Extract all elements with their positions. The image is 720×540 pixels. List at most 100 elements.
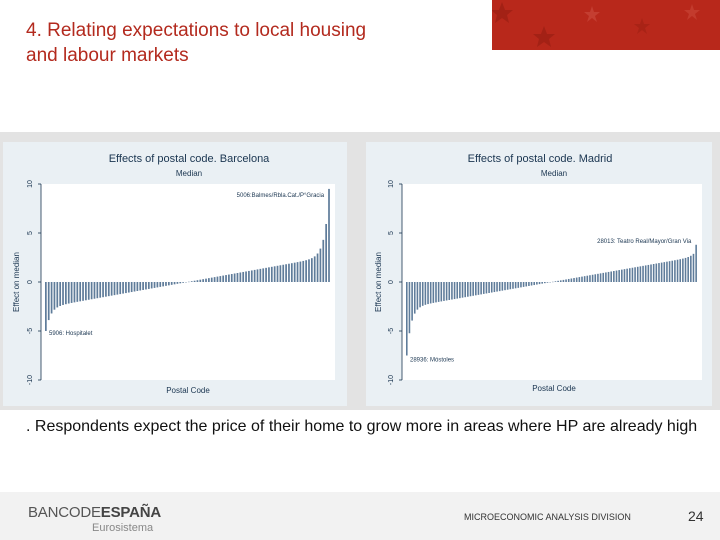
bar (509, 282, 512, 290)
bar (453, 282, 456, 300)
bar (695, 244, 697, 282)
bar (113, 282, 116, 296)
bar (456, 282, 459, 299)
bar (684, 257, 687, 282)
bar (199, 279, 202, 282)
bar (631, 267, 634, 282)
bar (268, 267, 270, 282)
annotation-label: 28936: Móstoles (410, 358, 454, 364)
x-axis-label: Postal Code (166, 386, 210, 395)
bar (642, 265, 644, 282)
bar (636, 266, 639, 282)
bar (102, 282, 104, 298)
page-number: 24 (688, 508, 704, 524)
bar (142, 282, 144, 290)
bar (435, 282, 437, 303)
bar (413, 282, 416, 314)
bar (105, 282, 107, 297)
bar (443, 282, 445, 301)
bar (270, 266, 273, 282)
bar (253, 269, 256, 282)
bar (687, 257, 689, 282)
bar (525, 282, 528, 287)
y-tick-label: -5 (27, 328, 34, 334)
bar (153, 282, 156, 288)
bar (467, 282, 469, 297)
bar (208, 278, 210, 282)
bar (62, 282, 64, 305)
bar (328, 188, 330, 282)
bar (53, 282, 56, 310)
bar (242, 271, 245, 282)
bar (541, 282, 543, 284)
bar (296, 262, 299, 282)
bar (546, 282, 549, 283)
bar (85, 282, 87, 301)
bar (110, 282, 113, 296)
bar (248, 270, 250, 282)
bar (628, 268, 631, 282)
bars (45, 188, 330, 331)
bar (530, 282, 533, 286)
bar (421, 282, 424, 306)
bar (316, 253, 319, 282)
bar (480, 282, 482, 295)
y-axis: -10 -5 0 5 10 (27, 180, 42, 385)
bar (668, 261, 671, 282)
y-tick-label: 0 (27, 280, 34, 284)
bar (273, 266, 276, 282)
y-axis-label: Effect on median (12, 252, 21, 312)
bar (256, 269, 259, 282)
bar (647, 264, 650, 282)
bar (650, 264, 652, 282)
bar (276, 265, 279, 282)
bar (544, 282, 546, 284)
bar (554, 281, 557, 282)
madrid-chart-panel: Effects of postal code. Madrid Median -1… (366, 142, 712, 406)
bar (490, 282, 493, 293)
bar (322, 239, 325, 282)
bar (676, 259, 679, 282)
bar (225, 275, 227, 282)
bar (469, 282, 472, 297)
bar (477, 282, 480, 295)
bar (512, 282, 514, 289)
bar (504, 282, 506, 291)
bar (308, 259, 310, 282)
bar (522, 282, 525, 287)
bar (87, 282, 90, 300)
bar (45, 282, 47, 331)
bar (583, 276, 586, 282)
bar (610, 271, 612, 282)
bar (575, 277, 578, 282)
bar (496, 282, 498, 292)
bar (482, 282, 485, 294)
bar (682, 258, 684, 282)
bar (591, 274, 594, 282)
y-axis-label: Effect on median (374, 252, 383, 312)
bar (127, 282, 130, 293)
bar (655, 263, 658, 282)
bar (196, 280, 199, 282)
madrid-chart: Effects of postal code. Madrid Median -1… (374, 153, 702, 393)
bar (501, 282, 504, 291)
bar (239, 272, 242, 282)
bar (93, 282, 96, 299)
bar (82, 282, 84, 301)
y-tick-label: 10 (388, 180, 395, 188)
bar (279, 265, 282, 282)
chart-title: Effects of postal code. Barcelona (109, 153, 270, 165)
bar (99, 282, 102, 298)
bar (288, 263, 290, 282)
y-tick-label: -10 (27, 375, 34, 385)
bar (666, 261, 668, 282)
bar (615, 270, 618, 282)
bar (125, 282, 127, 294)
bar (536, 282, 538, 285)
bar (639, 266, 642, 282)
logo-banco-text: BANCODE (28, 504, 101, 521)
bar (150, 282, 153, 289)
bar (440, 282, 443, 302)
logo-subtitle: Eurosistema (92, 522, 154, 534)
bar (216, 276, 219, 282)
